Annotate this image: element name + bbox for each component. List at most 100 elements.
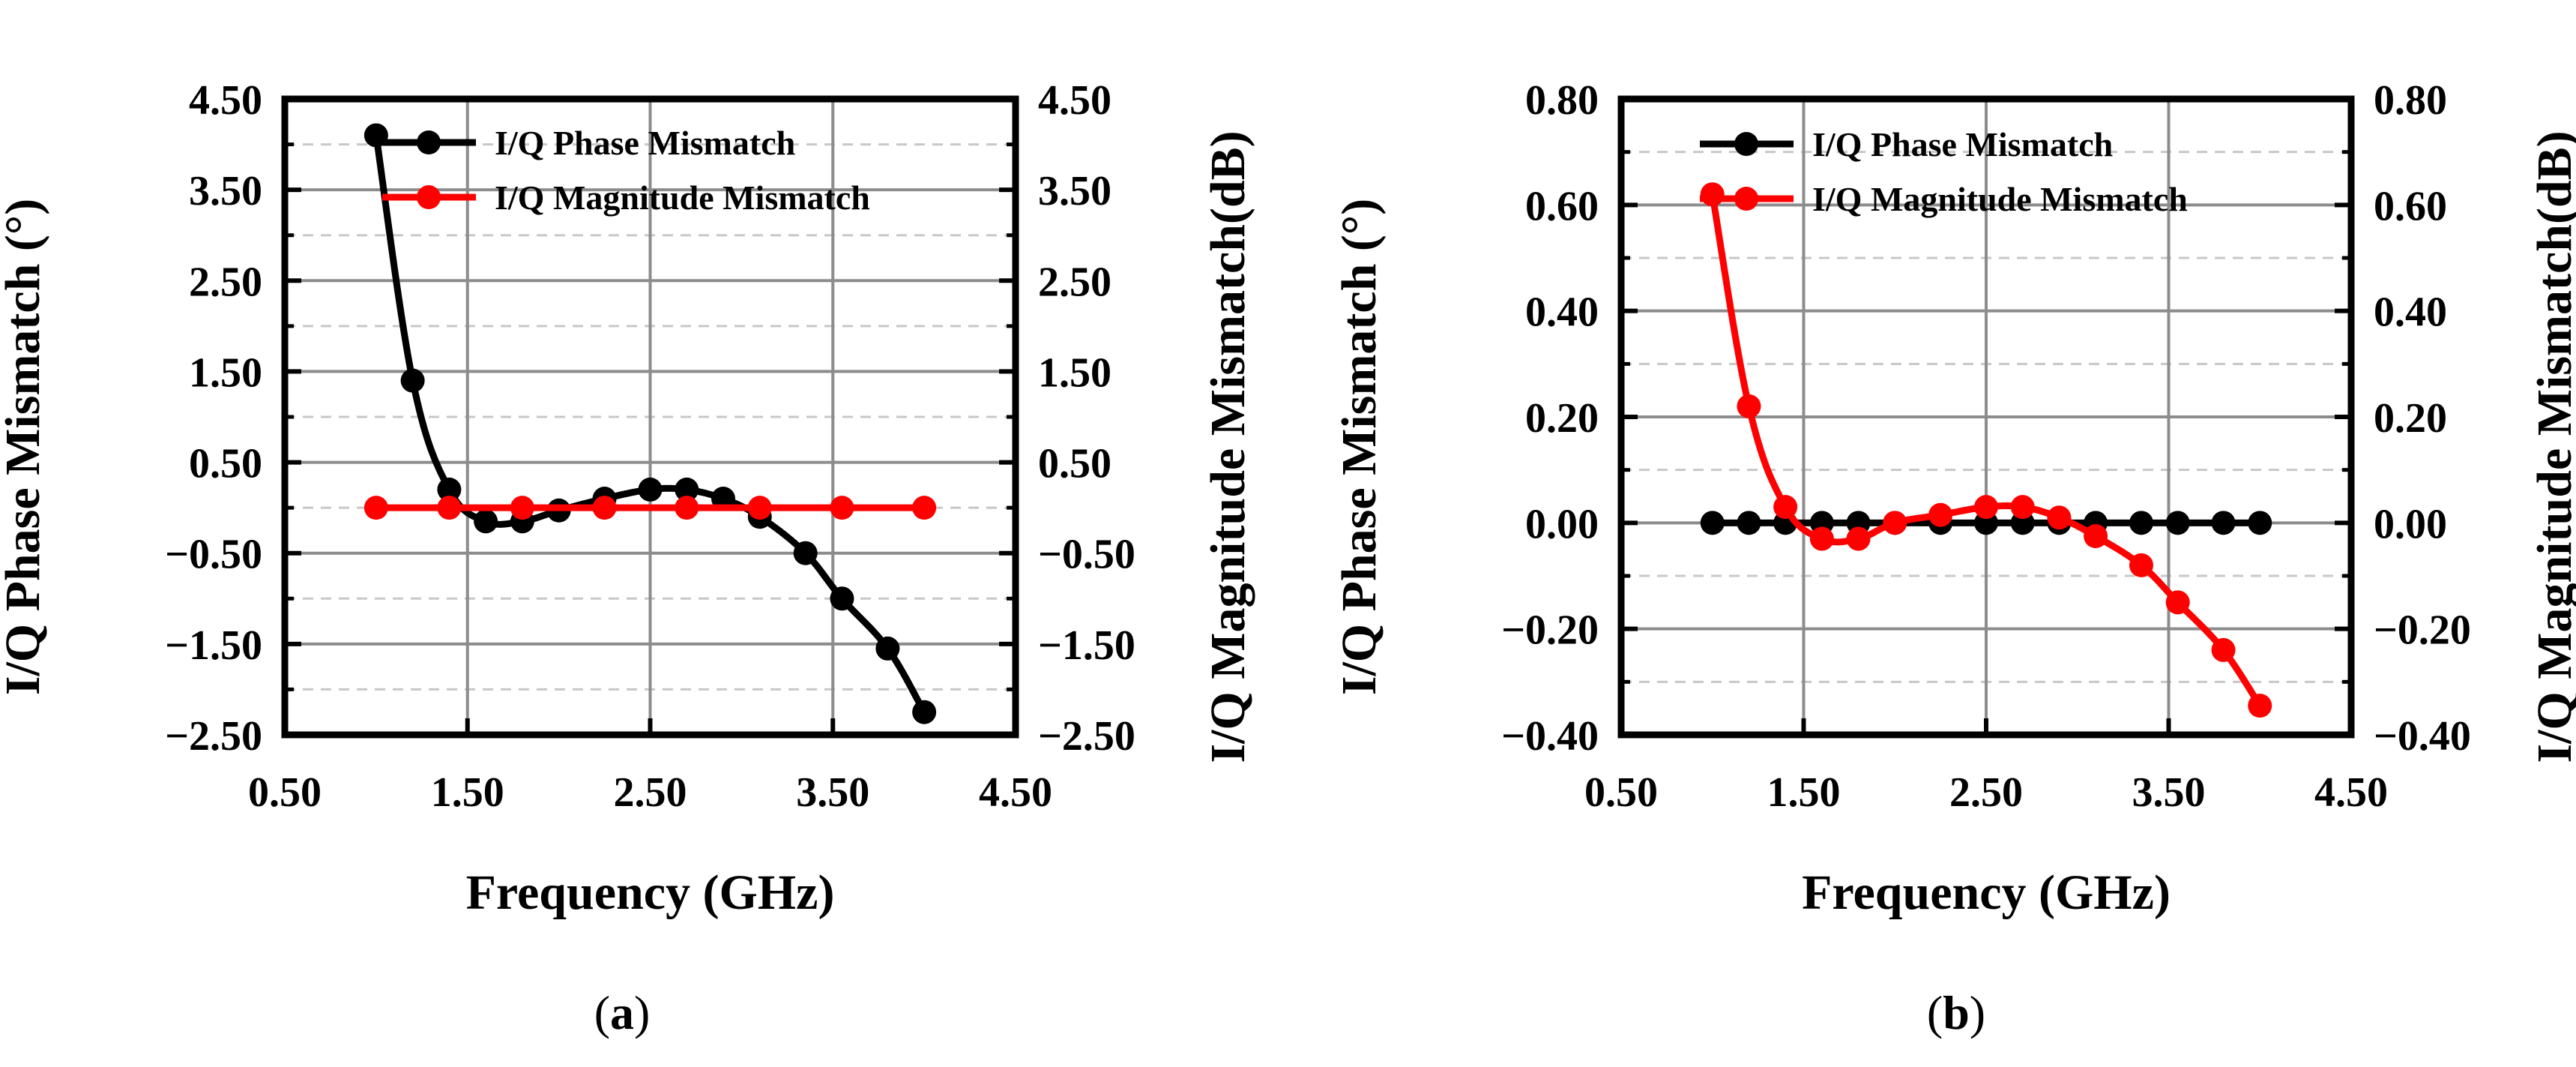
data-point-phase bbox=[793, 541, 818, 565]
data-point-phase bbox=[675, 477, 699, 502]
x-tick-label: 0.50 bbox=[1584, 769, 1658, 816]
caption-paren: ) bbox=[634, 986, 650, 1039]
legend-label-magnitude: I/Q Magnitude Mismatch bbox=[495, 178, 870, 217]
y-tick-label-right: −0.50 bbox=[1038, 532, 1135, 578]
y-tick-label-right: −0.40 bbox=[2374, 713, 2471, 760]
data-point-phase bbox=[364, 123, 388, 148]
data-point-phase bbox=[2165, 511, 2190, 535]
y-tick-label-right: 4.50 bbox=[1038, 77, 1111, 124]
plot-frame bbox=[1617, 95, 2355, 739]
data-point-magnitude bbox=[510, 496, 534, 520]
y-axis-label-left: I/Q Phase Mismatch (°) bbox=[0, 199, 50, 695]
x-axis-label: Frequency (GHz) bbox=[466, 865, 835, 920]
caption-letter: a bbox=[610, 986, 634, 1039]
x-tick-label: 2.50 bbox=[614, 769, 687, 816]
legend-marker bbox=[1734, 132, 1758, 156]
data-point-magnitude bbox=[2047, 505, 2072, 530]
y-tick-label-left: 4.50 bbox=[189, 77, 262, 124]
y-tick-label-left: 0.80 bbox=[1525, 77, 1599, 124]
data-point-magnitude bbox=[675, 496, 699, 520]
x-tick-label: 4.50 bbox=[2314, 769, 2388, 816]
y-tick-label-left: −0.40 bbox=[1501, 713, 1599, 760]
data-point-phase bbox=[2248, 511, 2272, 535]
x-tick-label: 4.50 bbox=[979, 769, 1052, 816]
y-tick-label-right: 0.00 bbox=[2374, 501, 2447, 547]
legend-marker bbox=[417, 130, 441, 154]
y-tick-label-left: 0.20 bbox=[1525, 395, 1599, 442]
x-tick-label: 2.50 bbox=[1949, 769, 2023, 816]
y-tick-label-right: 0.80 bbox=[2374, 77, 2447, 124]
caption-letter: b bbox=[1943, 986, 1970, 1039]
y-tick-label-left: 0.60 bbox=[1525, 183, 1599, 229]
data-point-phase bbox=[875, 636, 900, 661]
y-axis-label-right: I/Q Magnitude Mismatch(dB) bbox=[1201, 130, 1255, 763]
y-tick-label-right: 0.60 bbox=[2374, 183, 2447, 229]
y-tick-label-left: 3.50 bbox=[189, 168, 262, 214]
panel-caption: (b) bbox=[1927, 986, 1985, 1039]
y-axis-label-left: I/Q Phase Mismatch (°) bbox=[1332, 199, 1387, 695]
y-tick-label-left: −0.50 bbox=[165, 532, 262, 578]
y-tick-label-right: 0.40 bbox=[2374, 289, 2447, 336]
data-point-magnitude bbox=[2165, 590, 2190, 615]
y-tick-label-left: 1.50 bbox=[189, 349, 262, 396]
caption-paren: ( bbox=[1927, 986, 1943, 1039]
data-point-phase bbox=[2129, 511, 2153, 535]
data-point-phase bbox=[1737, 511, 1761, 535]
y-tick-label-left: −0.20 bbox=[1501, 607, 1599, 654]
x-tick-label: 1.50 bbox=[1767, 769, 1841, 816]
legend-marker bbox=[1734, 187, 1758, 211]
data-point-magnitude bbox=[2129, 553, 2153, 577]
caption-paren: ( bbox=[594, 986, 610, 1039]
data-point-phase bbox=[912, 700, 937, 724]
data-point-phase bbox=[2211, 511, 2236, 535]
data-point-magnitude bbox=[912, 496, 937, 520]
data-point-phase bbox=[1700, 511, 1725, 535]
data-point-magnitude bbox=[2084, 524, 2108, 548]
y-tick-label-left: 0.50 bbox=[189, 441, 262, 487]
y-tick-label-right: 2.50 bbox=[1038, 259, 1111, 305]
data-point-magnitude bbox=[1974, 495, 1998, 520]
data-point-magnitude bbox=[2010, 495, 2035, 520]
x-tick-label: 3.50 bbox=[2132, 769, 2206, 816]
y-tick-label-left: 0.00 bbox=[1525, 501, 1599, 547]
y-tick-label-left: −2.50 bbox=[165, 713, 262, 760]
chart-a: 4.50 4.50 3.50 3.50 2.50 2.50 1.50 1.50 0.50 0.50… bbox=[0, 77, 1255, 1039]
data-point-magnitude bbox=[747, 496, 772, 520]
data-point-magnitude bbox=[2211, 637, 2236, 662]
y-tick-label-left: −1.50 bbox=[165, 622, 262, 669]
legend: I/Q Phase Mismatch I/Q Magnitude Mismatch bbox=[382, 124, 870, 217]
y-axis-label-right: I/Q Magnitude Mismatch(dB) bbox=[2527, 130, 2576, 763]
data-point-phase bbox=[830, 586, 854, 611]
y-tick-label-right: −1.50 bbox=[1038, 622, 1135, 669]
data-point-magnitude bbox=[830, 496, 854, 520]
data-point-magnitude bbox=[1700, 182, 1725, 207]
legend-label-phase: I/Q Phase Mismatch bbox=[1812, 125, 2113, 163]
y-tick-label-right: 3.50 bbox=[1038, 168, 1111, 214]
series-line-phase bbox=[372, 131, 928, 716]
data-point-magnitude bbox=[2248, 694, 2272, 718]
data-point-magnitude bbox=[1737, 394, 1761, 418]
data-point-magnitude bbox=[1773, 495, 1798, 520]
legend: I/Q Phase Mismatch I/Q Magnitude Mismatch bbox=[1700, 125, 2188, 218]
x-tick-label: 0.50 bbox=[248, 769, 322, 816]
y-tick-label-left: 2.50 bbox=[189, 259, 262, 305]
data-point-phase bbox=[400, 368, 425, 393]
panel-caption: (a) bbox=[594, 986, 651, 1039]
data-point-magnitude bbox=[1846, 526, 1871, 551]
data-point-phase bbox=[437, 477, 462, 502]
chart-b: 0.80 0.80 0.60 0.60 0.40 0.40 0.20 0.20 0.00 0.00… bbox=[1332, 77, 2576, 1039]
data-point-phase bbox=[474, 509, 498, 534]
plot-frame bbox=[281, 95, 1019, 739]
legend-label-magnitude: I/Q Magnitude Mismatch bbox=[1812, 180, 2188, 218]
data-point-magnitude bbox=[592, 496, 617, 520]
legend-marker bbox=[417, 185, 441, 209]
legend-label-phase: I/Q Phase Mismatch bbox=[495, 124, 795, 162]
data-point-magnitude bbox=[437, 496, 462, 520]
y-tick-label-right: 0.20 bbox=[2374, 395, 2447, 442]
data-point-magnitude bbox=[1928, 502, 1953, 527]
x-tick-label: 1.50 bbox=[431, 769, 504, 816]
x-tick-label: 3.50 bbox=[796, 769, 869, 816]
caption-paren: ) bbox=[1970, 986, 1985, 1039]
x-axis-label: Frequency (GHz) bbox=[1802, 865, 2171, 920]
